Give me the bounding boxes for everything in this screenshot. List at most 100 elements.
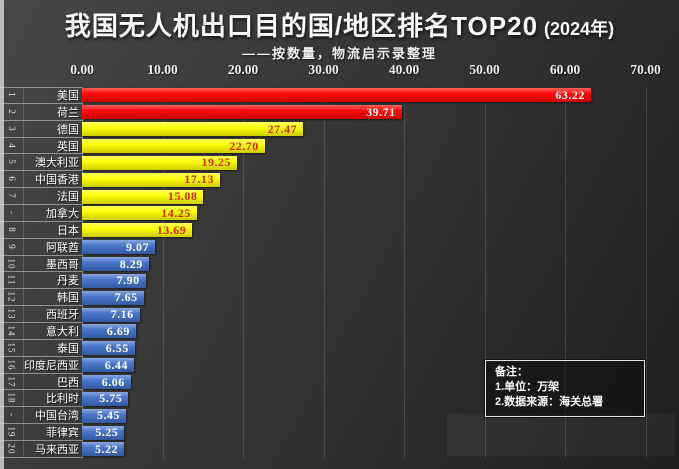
rank-label: 6 bbox=[0, 171, 24, 188]
bar-row: 20 马来西亚 5.22 bbox=[0, 441, 679, 458]
bar: 6.44 bbox=[82, 358, 134, 373]
bar-zone: 6.06 bbox=[82, 374, 679, 391]
rank-label: 15 bbox=[0, 339, 24, 356]
bar-row: 11 丹麦 7.90 bbox=[0, 272, 679, 290]
row-header: 12 韩国 bbox=[0, 289, 82, 307]
bar-value-label: 5.22 bbox=[95, 441, 119, 456]
x-axis-tick: 10.00 bbox=[147, 62, 178, 77]
row-header: 16 印度尼西亚 bbox=[0, 356, 82, 374]
bar-zone: 5.45 bbox=[82, 407, 679, 424]
bar-value-label: 63.22 bbox=[555, 87, 585, 102]
row-header: - 加拿大 bbox=[0, 205, 82, 222]
bar: 19.25 bbox=[82, 155, 237, 170]
category-axis-line bbox=[82, 87, 83, 458]
bar: 14.25 bbox=[82, 205, 197, 221]
bar-zone: 7.16 bbox=[82, 306, 679, 323]
bar: 6.06 bbox=[82, 375, 131, 390]
bar: 22.70 bbox=[82, 139, 265, 153]
rank-label: 2 bbox=[0, 103, 24, 120]
rank-label: 20 bbox=[0, 441, 24, 457]
bar-row: 10 墨西哥 8.29 bbox=[0, 255, 679, 273]
x-axis-tick: 50.00 bbox=[469, 62, 500, 77]
rank-label: 5 bbox=[0, 154, 24, 171]
bar-value-label: 17.13 bbox=[184, 172, 214, 187]
chart-subtitle: ——按数量，物流启示录整理 bbox=[241, 46, 437, 61]
bar-row: 8 日本 13.69 bbox=[0, 221, 679, 239]
bar-zone: 19.25 bbox=[82, 154, 679, 171]
gridline bbox=[162, 87, 164, 458]
country-label: 法国 bbox=[57, 191, 79, 204]
country-label: 意大利 bbox=[46, 325, 79, 338]
row-header: 1 美国 bbox=[0, 87, 82, 104]
row-header: 15 泰国 bbox=[0, 339, 82, 357]
gridline bbox=[404, 87, 405, 458]
bar-zone: 5.75 bbox=[82, 390, 679, 407]
row-header: 7 法国 bbox=[0, 188, 82, 206]
rank-label: - bbox=[0, 205, 24, 221]
bar-value-label: 5.25 bbox=[95, 425, 119, 440]
note-line: 2.数据来源：海关总署 bbox=[495, 396, 604, 408]
bar-row: 18 比利时 5.75 bbox=[0, 390, 679, 408]
row-header: 8 日本 bbox=[0, 221, 82, 239]
bar-zone: 5.25 bbox=[82, 424, 679, 441]
chart-title: 我国无人机出口目的国/地区排名TOP20 bbox=[64, 11, 539, 41]
bar-value-label: 27.47 bbox=[267, 121, 298, 136]
bar-value-label: 22.70 bbox=[229, 138, 259, 153]
bar-zone: 6.44 bbox=[82, 357, 679, 374]
rank-label: 19 bbox=[0, 424, 24, 441]
rank-label: 14 bbox=[0, 323, 24, 339]
country-label: 荷兰 bbox=[57, 106, 79, 119]
bar-row: 2 荷兰 39.71 bbox=[0, 103, 679, 121]
row-header: 19 菲律宾 bbox=[0, 424, 82, 442]
bar-row: 4 英国 22.70 bbox=[0, 137, 679, 155]
rank-label: 1 bbox=[0, 88, 24, 103]
x-axis-tick: 30.00 bbox=[308, 62, 339, 77]
x-axis-tick: 70.00 bbox=[630, 62, 661, 77]
rank-label: 8 bbox=[0, 221, 24, 238]
bar-row: - 加拿大 14.25 bbox=[0, 205, 679, 222]
bar-zone: 63.22 bbox=[82, 87, 679, 104]
country-label: 丹麦 bbox=[57, 275, 79, 288]
row-header: - 中国台湾 bbox=[0, 407, 82, 425]
bar-zone: 22.70 bbox=[82, 138, 679, 155]
country-label: 澳大利亚 bbox=[35, 157, 79, 170]
country-label: 日本 bbox=[57, 224, 79, 237]
bar: 5.75 bbox=[82, 391, 129, 406]
country-label: 中国台湾 bbox=[35, 410, 79, 423]
x-axis-tick: 0.00 bbox=[70, 62, 94, 77]
country-label: 印度尼西亚 bbox=[24, 359, 79, 372]
bar-value-label: 7.16 bbox=[110, 307, 134, 322]
x-axis-tick: 40.00 bbox=[388, 62, 420, 77]
note-line: 1.单位：万架 bbox=[495, 381, 560, 393]
bar-value-label: 5.45 bbox=[96, 408, 120, 423]
chart-header: 我国无人机出口目的国/地区排名TOP20 (2024年) bbox=[0, 6, 679, 43]
country-label: 泰国 bbox=[57, 342, 79, 355]
country-label: 比利时 bbox=[46, 393, 79, 406]
bar-value-label: 14.25 bbox=[161, 205, 191, 220]
country-label: 加拿大 bbox=[46, 207, 79, 220]
bar: 39.71 bbox=[82, 105, 402, 120]
rank-label: 3 bbox=[0, 120, 24, 137]
country-label: 英国 bbox=[57, 140, 79, 153]
country-label: 墨西哥 bbox=[46, 258, 79, 271]
gridline bbox=[645, 87, 647, 458]
bar: 7.16 bbox=[82, 307, 140, 322]
bar-row: 13 西班牙 7.16 bbox=[0, 306, 679, 324]
country-label: 马来西亚 bbox=[35, 443, 79, 456]
bar-zone: 17.13 bbox=[82, 171, 679, 188]
bar-value-label: 7.65 bbox=[114, 290, 138, 305]
rank-label: 18 bbox=[0, 390, 24, 407]
bar-value-label: 5.75 bbox=[99, 391, 123, 406]
bar-zone: 13.69 bbox=[82, 222, 679, 239]
background-patch bbox=[447, 414, 675, 456]
gridline bbox=[484, 87, 486, 458]
bar: 8.29 bbox=[82, 257, 149, 272]
country-label: 阿联酋 bbox=[46, 241, 79, 254]
bar-row: 16 印度尼西亚 6.44 bbox=[0, 356, 679, 374]
gridline bbox=[565, 87, 566, 458]
bar: 6.55 bbox=[82, 341, 135, 356]
bar: 6.69 bbox=[82, 324, 136, 339]
bar-zone: 7.65 bbox=[82, 289, 679, 306]
row-header: 5 澳大利亚 bbox=[0, 154, 82, 172]
row-header: 13 西班牙 bbox=[0, 306, 82, 324]
